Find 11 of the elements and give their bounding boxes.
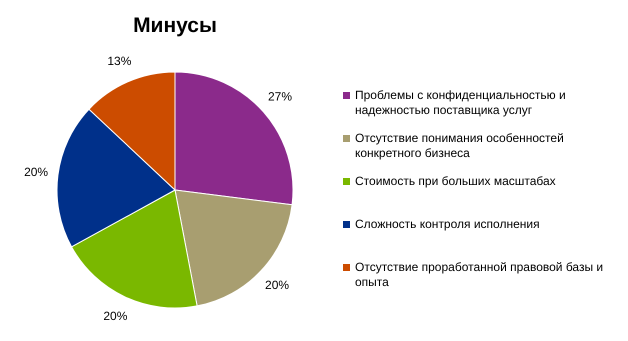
data-label: 20%: [24, 164, 48, 179]
data-label: 27%: [268, 90, 292, 104]
legend-label: Отсутствие проработанной правовой базы и опыта: [355, 260, 604, 289]
data-label: 20%: [103, 308, 128, 323]
data-label: 13%: [107, 54, 132, 68]
legend-label: Отсутствие понимания особенностей конкретного бизнеса: [355, 131, 564, 160]
legend-label: Сложность контроля исполнения: [355, 217, 540, 231]
legend-label: Проблемы с конфиденциальностью и надежностью поставщика услуг: [355, 88, 566, 117]
data-label: 20%: [265, 278, 290, 292]
chart-title: Минусы: [132, 14, 218, 38]
legend-label: Стоимость при больших масштабах: [355, 174, 556, 188]
